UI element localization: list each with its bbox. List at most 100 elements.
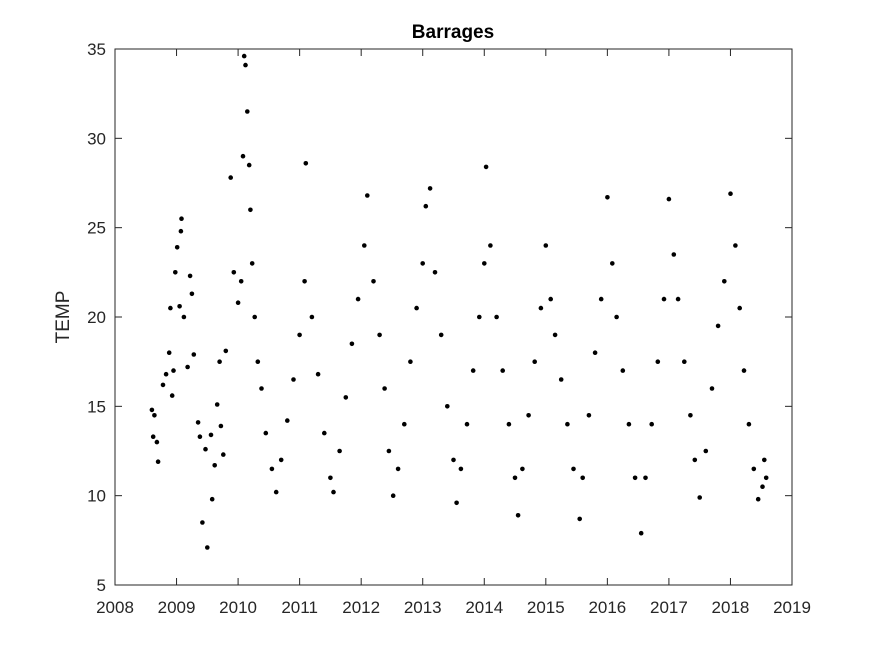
data-point — [371, 279, 376, 284]
data-point — [614, 314, 619, 320]
data-point — [414, 305, 419, 311]
data-point — [620, 368, 626, 373]
data-point — [297, 332, 302, 338]
data-point — [741, 368, 747, 373]
x-tick-label: 2014 — [465, 598, 503, 617]
data-point — [454, 500, 459, 506]
data-point — [543, 243, 549, 248]
x-tick-label: 2016 — [588, 598, 626, 617]
y-tick-label: 30 — [87, 129, 106, 148]
data-point — [240, 153, 246, 159]
data-point — [512, 475, 518, 481]
data-point — [538, 305, 544, 311]
data-point — [592, 350, 598, 356]
data-point — [302, 279, 307, 284]
data-point — [152, 413, 157, 418]
data-point — [185, 364, 190, 370]
data-points — [149, 53, 769, 550]
data-point — [218, 423, 224, 429]
data-point — [177, 304, 182, 309]
data-point — [728, 191, 733, 196]
data-point — [532, 359, 537, 365]
data-point — [470, 368, 476, 373]
data-point — [322, 430, 327, 436]
data-point — [552, 332, 558, 338]
data-point — [688, 413, 693, 418]
data-point — [675, 296, 681, 302]
x-tick-label: 2013 — [404, 598, 442, 617]
y-tick-label: 35 — [87, 40, 106, 59]
x-tick-label: 2018 — [712, 598, 750, 617]
data-point — [209, 496, 215, 502]
data-point — [763, 475, 769, 481]
x-tick-label: 2010 — [219, 598, 257, 617]
data-point — [715, 323, 721, 329]
data-point — [208, 432, 214, 438]
data-point — [214, 402, 220, 407]
data-point — [235, 300, 241, 306]
data-point — [377, 332, 382, 338]
data-point — [746, 421, 752, 427]
data-point — [171, 368, 176, 373]
data-point — [221, 452, 226, 457]
data-point — [488, 243, 493, 248]
x-tick-label: 2011 — [281, 598, 318, 617]
data-point — [187, 273, 193, 279]
data-point — [245, 109, 250, 114]
data-point — [285, 418, 290, 423]
data-point — [309, 314, 315, 320]
data-point — [598, 296, 604, 302]
data-point — [365, 193, 370, 198]
data-point — [155, 459, 161, 465]
data-point — [150, 434, 156, 440]
data-point — [477, 314, 482, 320]
data-point — [494, 314, 499, 320]
data-point — [343, 395, 349, 400]
axis-ticks — [114, 48, 793, 586]
y-tick-label: 20 — [87, 308, 106, 327]
data-point — [238, 279, 244, 284]
data-point — [263, 430, 269, 436]
data-point — [638, 530, 644, 536]
data-point — [515, 513, 521, 518]
data-point — [395, 466, 401, 472]
data-point — [386, 448, 392, 454]
data-point — [482, 261, 487, 266]
data-point — [178, 228, 184, 234]
data-point — [722, 279, 727, 284]
data-point — [605, 195, 610, 200]
data-point — [191, 352, 197, 357]
data-point — [382, 386, 387, 391]
data-point — [760, 484, 765, 490]
axis-tick-labels: 2008 2009 2010 2011 2012 2013 2014 2015 2016 2017… — [87, 40, 811, 617]
data-point — [709, 386, 715, 391]
data-point — [610, 261, 615, 266]
x-tick-label: 2017 — [650, 598, 688, 617]
data-point — [655, 359, 661, 365]
data-point — [571, 466, 576, 472]
data-point — [580, 475, 585, 481]
data-point — [197, 434, 203, 440]
y-tick-label: 5 — [97, 576, 106, 595]
data-point — [649, 421, 654, 427]
data-point — [231, 270, 237, 275]
chart-title: Barrages — [412, 22, 494, 43]
data-point — [163, 371, 169, 377]
data-point — [483, 164, 489, 170]
y-tick-label: 15 — [87, 397, 106, 416]
data-point — [548, 296, 553, 302]
data-point — [682, 359, 687, 365]
data-point — [737, 305, 742, 311]
data-point — [402, 421, 407, 427]
data-point — [166, 350, 172, 356]
data-point — [526, 413, 531, 418]
data-point — [273, 489, 279, 495]
data-point — [671, 252, 677, 257]
data-point — [278, 457, 284, 463]
data-point — [252, 314, 257, 320]
x-tick-label: 2012 — [342, 598, 380, 617]
data-point — [565, 421, 570, 427]
data-point — [577, 516, 582, 522]
data-point — [464, 421, 470, 427]
y-axis-label: TEMP — [53, 291, 74, 344]
